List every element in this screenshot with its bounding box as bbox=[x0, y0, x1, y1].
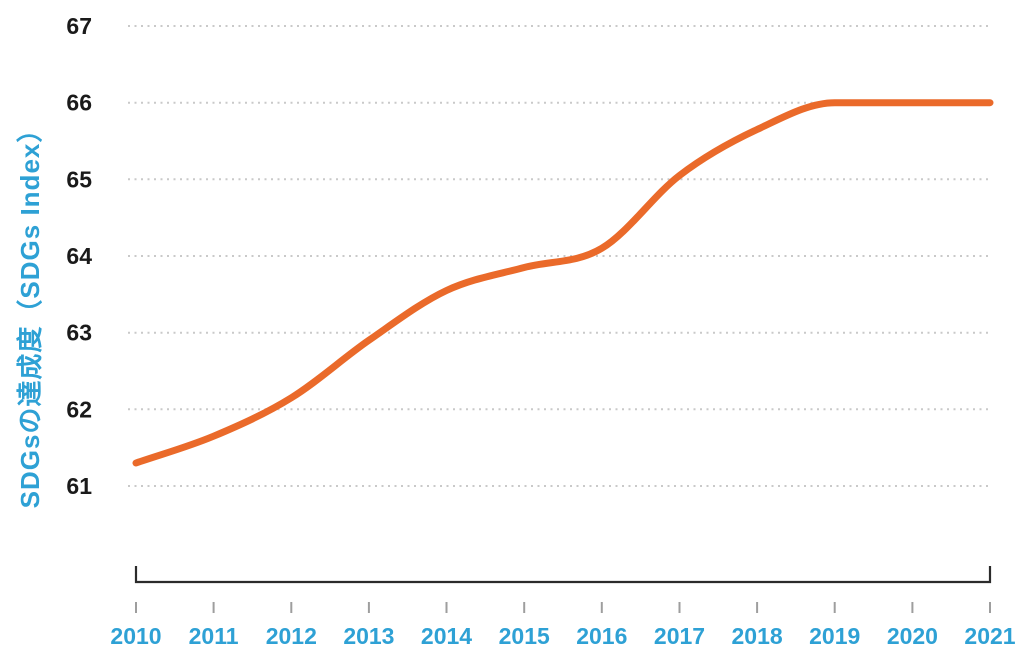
x-axis-year-label: 2015 bbox=[499, 623, 550, 649]
y-axis-tick-label: 61 bbox=[66, 473, 92, 499]
y-axis-tick-label: 65 bbox=[66, 166, 92, 192]
y-axis-tick-labels: 61 62 63 64 65 66 67 bbox=[66, 13, 92, 499]
sdgs-index-line bbox=[132, 99, 994, 467]
y-axis-title: SDGsの達成度（SDGs Index） bbox=[15, 116, 45, 509]
x-axis-year-label: 2019 bbox=[809, 623, 860, 649]
x-axis-bracket bbox=[134, 566, 992, 584]
y-axis-tick-label: 66 bbox=[66, 90, 92, 116]
x-axis-year-label: 2016 bbox=[576, 623, 627, 649]
x-axis-year-label: 2014 bbox=[421, 623, 472, 649]
x-axis-year-label: 2010 bbox=[110, 623, 161, 649]
x-axis-year-label: 2012 bbox=[266, 623, 317, 649]
x-axis-year-label: 2013 bbox=[343, 623, 394, 649]
y-axis-tick-label: 63 bbox=[66, 320, 92, 346]
y-axis-tick-label: 62 bbox=[66, 396, 92, 422]
x-axis-year-label: 2011 bbox=[189, 623, 239, 649]
y-axis-tick-label: 64 bbox=[66, 243, 92, 269]
x-axis-year-label: 2018 bbox=[732, 623, 783, 649]
x-axis-year-label: 2020 bbox=[887, 623, 938, 649]
x-axis-year-label: 2017 bbox=[654, 623, 705, 649]
x-axis-ticks bbox=[135, 602, 991, 613]
y-axis-tick-label: 67 bbox=[66, 13, 92, 39]
x-axis-year-labels: 2010 2011 2012 2013 2014 2015 2016 2017 2018 2019… bbox=[110, 623, 1015, 649]
x-axis-year-label: 2021 bbox=[964, 623, 1015, 649]
